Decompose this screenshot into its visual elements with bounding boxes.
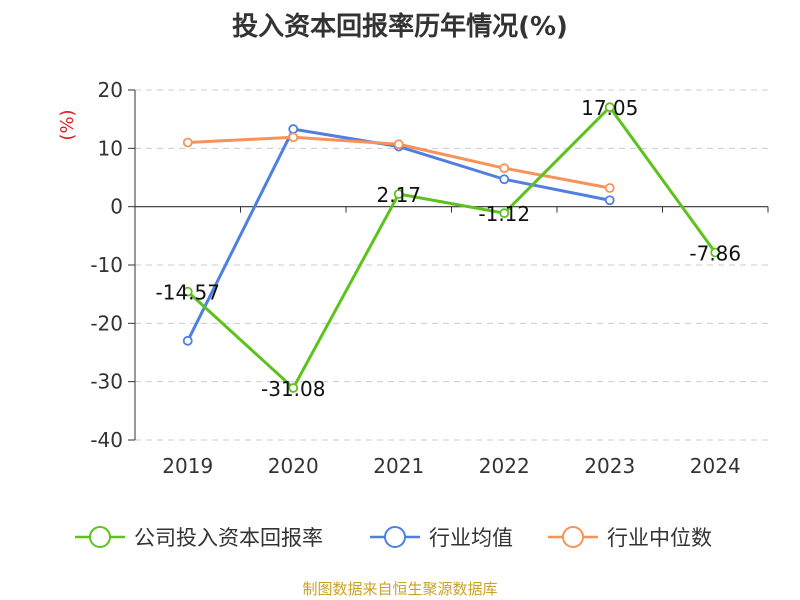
x-tick-label: 2023 <box>584 454 635 478</box>
data-point-0[interactable] <box>182 286 193 297</box>
y-axis-label: (%) <box>57 109 78 140</box>
data-point-0[interactable] <box>604 102 615 113</box>
data-point-0[interactable] <box>393 189 404 199</box>
series-layer <box>182 102 721 393</box>
legend-label[interactable]: 公司投入资本回报率 <box>134 526 323 550</box>
data-point-2[interactable] <box>288 132 299 143</box>
series-line-0 <box>186 105 717 390</box>
data-label: 2.17 <box>376 183 421 207</box>
data-point-2[interactable] <box>499 163 510 174</box>
data-point-0[interactable] <box>710 247 721 258</box>
y-tick-label: 20 <box>98 78 123 102</box>
x-tick-label: 2019 <box>162 454 213 478</box>
y-tick-label: 10 <box>98 136 123 160</box>
data-point-1[interactable] <box>182 335 193 346</box>
x-tick-label: 2022 <box>479 454 530 478</box>
data-label: -14.57 <box>156 281 220 305</box>
chart-title: 投入资本回报率历年情况(%) <box>232 12 568 42</box>
axes-layer: 20 10 0 -10 -20 -30 -40 2019 2020 2021 2022 2023 202… <box>90 78 769 478</box>
legend-marker[interactable] <box>384 526 406 548</box>
legend-label[interactable]: 行业中位数 <box>607 526 712 550</box>
data-point-1[interactable] <box>604 195 615 206</box>
source-note: 制图数据来自恒生聚源数据库 <box>302 580 498 598</box>
y-tick-label: -40 <box>90 428 123 452</box>
data-labels-layer: -14.57 -31.08 2.17 -1.12 17.05 -7.86 <box>156 96 742 401</box>
series-line-1 <box>186 127 611 342</box>
data-point-1[interactable] <box>499 174 510 185</box>
grid-layer <box>135 89 768 441</box>
y-tick-label: -30 <box>90 370 123 394</box>
y-tick-label: 0 <box>110 195 123 219</box>
legend-label[interactable]: 行业均值 <box>429 526 513 550</box>
data-point-1[interactable] <box>288 124 299 134</box>
x-tick-label: 2020 <box>268 454 319 478</box>
data-point-2[interactable] <box>182 137 193 148</box>
y-tick-label: -20 <box>90 311 123 335</box>
y-tick-label: -10 <box>90 253 123 277</box>
data-point-2[interactable] <box>604 183 615 193</box>
data-point-0[interactable] <box>499 208 510 219</box>
data-point-0[interactable] <box>288 383 299 393</box>
legend-marker[interactable] <box>89 526 111 548</box>
data-point-2[interactable] <box>393 139 404 150</box>
x-tick-label: 2021 <box>373 454 424 478</box>
legend-marker[interactable] <box>562 526 584 548</box>
data-label: -1.12 <box>478 202 530 226</box>
data-label: -31.08 <box>261 377 325 401</box>
x-tick-label: 2024 <box>690 454 741 478</box>
data-label: -7.86 <box>689 242 741 266</box>
data-label: 17.05 <box>581 96 638 120</box>
legend: 公司投入资本回报率 行业均值 行业中位数 <box>75 526 712 550</box>
